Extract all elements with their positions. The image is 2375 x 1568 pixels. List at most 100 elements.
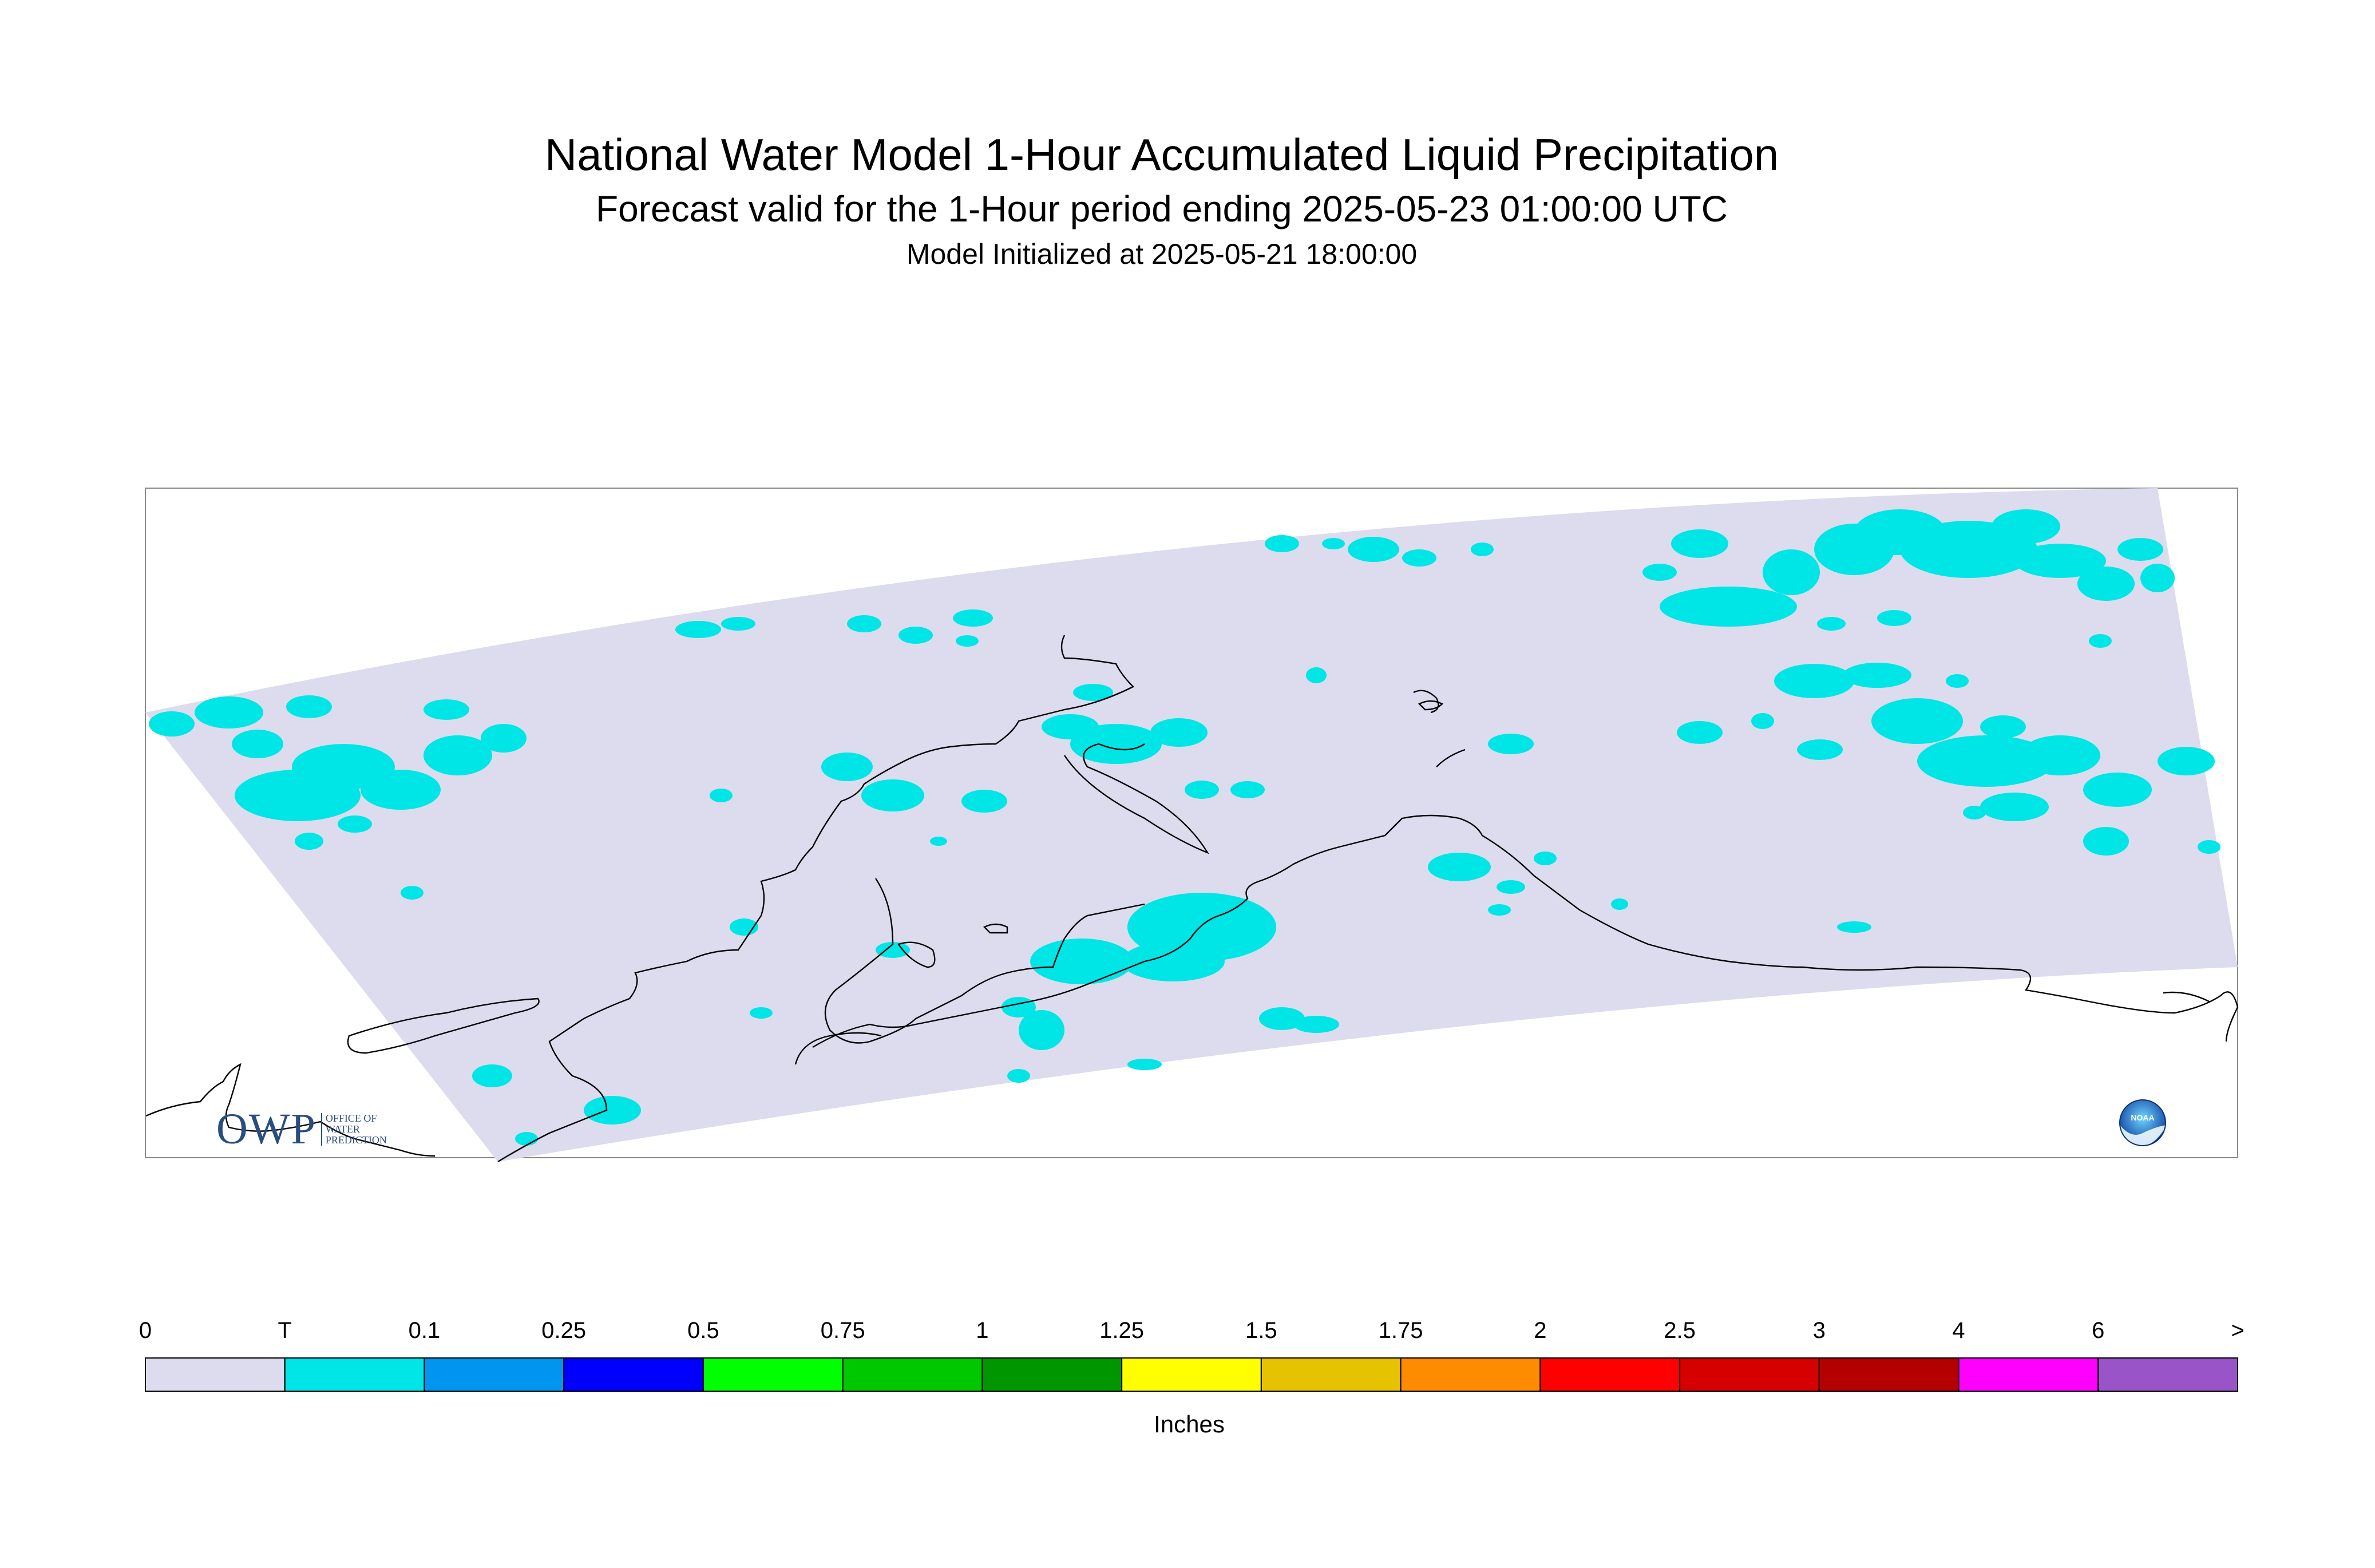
lake-iliamna: [1418, 700, 1444, 711]
precip-area: [2140, 564, 2175, 592]
model-domain: [145, 488, 2238, 1162]
colorbar-swatch: [1539, 1357, 1681, 1392]
colorbar: [145, 1357, 2238, 1392]
coastline: [145, 635, 2239, 1163]
precip-area: [1980, 715, 2026, 738]
precip-area: [1070, 724, 1162, 764]
precip-area: [423, 735, 492, 775]
precip-area: [956, 635, 979, 647]
colorbar-swatch: [1260, 1357, 1402, 1392]
precip-area: [1837, 921, 1871, 933]
precip-area: [861, 779, 924, 811]
colorbar-swatch: [1679, 1357, 1820, 1392]
precip-area: [232, 730, 283, 758]
precip-area: [2083, 773, 2152, 807]
precip-area: [675, 621, 721, 638]
precip-area: [1019, 1010, 1064, 1050]
precip-area: [1871, 698, 1963, 744]
coastline-yukon-delta: [824, 878, 1145, 1044]
colorbar-swatch: [1121, 1357, 1262, 1392]
precip-area: [1007, 1069, 1030, 1083]
precip-area: [953, 609, 993, 627]
colorbar-tick-label: >: [2231, 1318, 2245, 1343]
precip-area: [1002, 997, 1036, 1017]
coastline-north-slope: [1413, 690, 1439, 714]
precip-area: [1185, 781, 1219, 799]
colorbar-tick-label: 1.5: [1245, 1318, 1277, 1343]
precip-area: [1980, 793, 2049, 821]
precip-area: [847, 615, 881, 632]
precip-area: [1751, 713, 1774, 729]
precip-area: [1843, 663, 1911, 688]
precip-area: [2014, 544, 2106, 578]
colorbar-tick-label: 1.75: [1378, 1318, 1423, 1343]
colorbar-swatch: [145, 1357, 286, 1392]
island-nunivak: [897, 941, 936, 968]
precip-area: [2117, 538, 2163, 561]
precip-area: [1265, 535, 1299, 552]
island-st-lawrence: [347, 997, 540, 1054]
precip-area: [401, 886, 423, 900]
precip-area: [2158, 747, 2215, 775]
colorbar-tick-label: 4: [1952, 1318, 1965, 1343]
precip-area: [961, 790, 1007, 813]
owp-logo-subtext: OFFICE OF WATER PREDICTION: [320, 1112, 411, 1146]
colorbar-swatch: [563, 1357, 704, 1392]
precip-area: [1402, 549, 1436, 567]
precip-area: [1488, 904, 1511, 916]
colorbar-swatch: [981, 1357, 1123, 1392]
precip-area: [1534, 852, 1557, 865]
precip-area: [1230, 781, 1265, 798]
precip-area: [1660, 587, 1797, 627]
precip-area: [1877, 610, 1911, 626]
coastline-south-alaska: [812, 814, 2239, 1048]
precip-area: [515, 1132, 538, 1146]
precip-area: [584, 1096, 641, 1124]
precip-area: [472, 1064, 512, 1087]
map-frame: [145, 488, 2238, 1158]
precip-area: [423, 699, 469, 720]
precip-area: [1963, 806, 1986, 819]
precip-area: [1611, 898, 1628, 910]
precip-area: [721, 617, 755, 631]
precip-area: [2198, 840, 2220, 854]
precip-area: [1150, 718, 1208, 747]
precip-area: [1677, 721, 1723, 744]
colorbar-tick-label: 2: [1534, 1318, 1547, 1343]
colorbar-tick-label: 3: [1812, 1318, 1826, 1343]
coastline-aleutian: [794, 1032, 882, 1065]
coastline-alaska-mainland: [497, 635, 1135, 1163]
map-subtitle-valid-time: Forecast valid for the 1-Hour period end…: [595, 188, 1728, 229]
owp-logo: OWP OFFICE OF WATER PREDICTION: [216, 1105, 411, 1153]
map-subtitle-init-time: Model Initialized at 2025-05-21 18:00:00: [906, 238, 1418, 270]
precip-area: [1122, 941, 1225, 981]
coastline-canada-arctic: [2163, 991, 2210, 1003]
precip-area: [1917, 735, 2055, 787]
coastline-barrow: [1436, 749, 1466, 767]
colorbar-tick-label: 0.1: [408, 1318, 441, 1343]
precip-area: [1992, 509, 2060, 544]
precip-area: [361, 770, 441, 810]
precip-area: [295, 833, 323, 850]
colorbar-units: Inches: [1154, 1411, 1225, 1438]
precipitation-areas: [149, 509, 2220, 1146]
colorbar-tick-label: 0: [138, 1318, 152, 1343]
precip-area: [1671, 529, 1728, 558]
precip-area: [710, 789, 733, 802]
precip-area: [149, 711, 195, 737]
map-title: National Water Model 1-Hour Accumulated …: [544, 129, 1779, 180]
precip-area: [1073, 684, 1113, 701]
colorbar-tick-label: 1.25: [1099, 1318, 1145, 1343]
precip-area: [246, 791, 280, 811]
colorbar-tick-label: 1: [976, 1318, 989, 1343]
precip-area: [876, 942, 910, 958]
precip-area: [1774, 664, 1854, 698]
colorbar-tick-label: 2.5: [1664, 1318, 1696, 1343]
precip-area: [1946, 674, 1969, 688]
precip-area: [1488, 734, 1534, 754]
colorbar-swatch: [1400, 1357, 1541, 1392]
precip-area: [195, 696, 263, 728]
colorbar-swatch: [1958, 1357, 2099, 1392]
precip-area: [898, 627, 933, 644]
